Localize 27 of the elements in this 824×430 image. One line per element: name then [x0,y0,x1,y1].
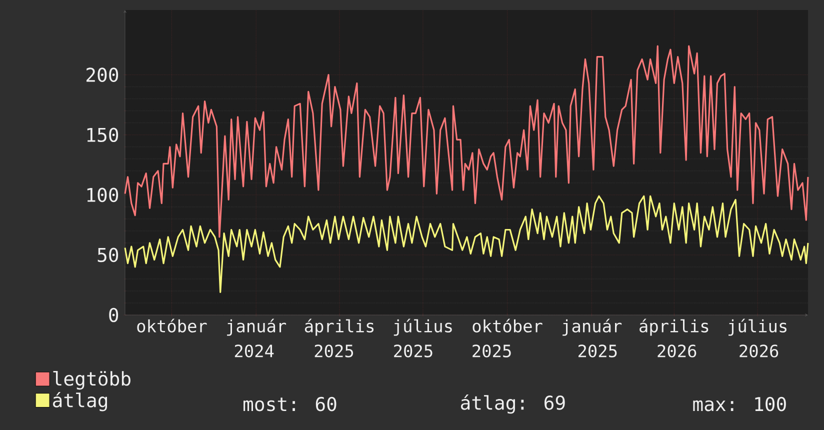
line-series [124,195,809,293]
y-tick-label: 150 [87,128,118,142]
x-tick-label: január [227,318,286,336]
x-tick-label: október [137,318,207,332]
legend-label: átlag [53,392,107,412]
legend-label: legtöbb [53,371,130,390]
y-tick-label: 200 [86,68,118,82]
x-tick-label: január [562,318,622,336]
x-tick-label: július [728,318,786,336]
text: most: 60 [244,396,336,412]
text: 2025 [394,344,432,358]
y-tick-label: 0 [109,308,118,322]
y-tick-label: 100 [87,188,118,202]
text: 2025 [472,344,511,358]
x-tick-label: április [640,318,708,336]
text: 2026 [740,344,778,358]
x-tick-label: április [304,318,374,336]
text: 2025 [578,344,617,358]
line-series [124,45,809,238]
y-tick-label: 50 [98,248,118,262]
x-tick-label: október [472,318,542,332]
text: átlag: 69 [460,394,565,414]
text: 2025 [314,344,354,358]
text: 2024 [234,344,274,358]
text: max: 100 [693,396,786,412]
text: 2026 [658,344,696,358]
x-tick-label: július [394,318,452,336]
